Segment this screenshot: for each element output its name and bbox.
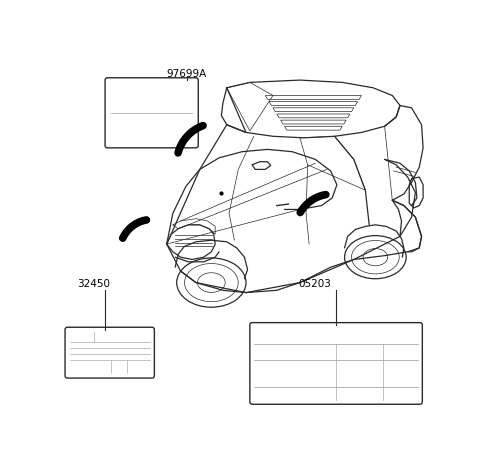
Text: 97699A: 97699A <box>167 69 207 79</box>
FancyBboxPatch shape <box>65 327 155 378</box>
Text: 32450: 32450 <box>77 279 110 289</box>
Text: 05203: 05203 <box>299 279 332 289</box>
FancyBboxPatch shape <box>250 322 422 404</box>
FancyBboxPatch shape <box>105 78 198 148</box>
